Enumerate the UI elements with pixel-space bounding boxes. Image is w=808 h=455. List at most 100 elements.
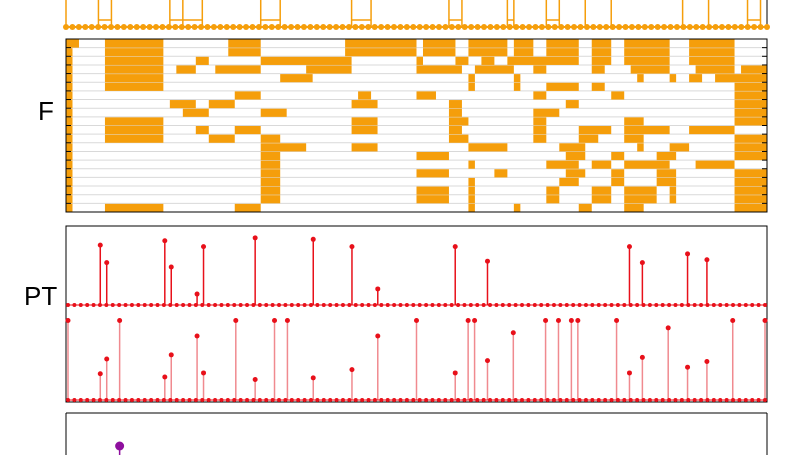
upper-baseline-dot	[417, 303, 422, 307]
lower-baseline-dot	[66, 398, 70, 402]
f-cell	[280, 74, 313, 83]
upper-stem-head	[168, 264, 174, 270]
upper-baseline-dot	[149, 303, 154, 307]
lower-baseline-dot	[289, 398, 294, 402]
f-cell	[734, 143, 767, 152]
lower-baseline-dot	[257, 398, 262, 402]
upper-baseline-dot	[526, 303, 531, 307]
f-cell	[546, 160, 579, 169]
f-cell	[591, 82, 605, 91]
lower-baseline-dot	[628, 398, 633, 402]
upper-baseline-dot	[532, 303, 537, 307]
spike-baseline-dot	[326, 24, 333, 30]
f-cell	[689, 48, 735, 57]
upper-baseline-dot	[692, 303, 697, 307]
lower-stem-head	[685, 364, 691, 370]
f-cell	[611, 169, 625, 178]
upper-baseline-dot	[360, 303, 365, 307]
lower-baseline-dot	[743, 398, 748, 402]
f-cell	[734, 117, 767, 126]
upper-baseline-dot	[270, 303, 275, 307]
f-cell	[169, 100, 196, 109]
spike-baseline-dot	[481, 24, 488, 30]
upper-baseline-dot	[718, 303, 723, 307]
spike-baseline-dot	[416, 24, 423, 30]
upper-baseline-dot	[110, 303, 115, 307]
f-cell	[591, 195, 612, 204]
spike-baseline-dot	[275, 24, 282, 30]
spike-baseline-dot	[390, 24, 397, 30]
f-cell	[578, 203, 592, 212]
f-cell	[66, 48, 73, 57]
lower-baseline-dot	[200, 398, 205, 402]
lower-baseline-dot	[206, 398, 211, 402]
upper-baseline-dot	[66, 303, 70, 307]
f-cell	[565, 169, 586, 178]
upper-stem-head	[349, 244, 355, 250]
upper-baseline-dot	[168, 303, 173, 307]
f-cell	[624, 48, 670, 57]
upper-baseline-dot	[520, 303, 525, 307]
spike-baseline-dot	[577, 24, 584, 30]
f-cell	[734, 108, 767, 117]
spike-baseline-dot	[506, 24, 513, 30]
f-cell	[306, 65, 352, 74]
f-cell	[351, 143, 378, 152]
lower-baseline-dot	[142, 398, 147, 402]
f-cell	[351, 126, 378, 135]
spike-baseline-dot	[641, 24, 648, 30]
f-cell	[689, 74, 703, 83]
f-cell	[104, 74, 164, 83]
upper-baseline-dot	[187, 303, 192, 307]
f-cell	[422, 39, 456, 48]
spike-baseline-dot	[88, 24, 95, 30]
upper-baseline-dot	[558, 303, 563, 307]
lower-baseline-dot	[679, 398, 684, 402]
spike-baseline-dot	[712, 24, 719, 30]
upper-baseline-dot	[551, 303, 556, 307]
spike-baseline-dot	[313, 24, 320, 30]
lower-baseline-dot	[379, 398, 384, 402]
lower-baseline-dot	[673, 398, 678, 402]
upper-baseline-dot	[583, 303, 588, 307]
upper-baseline-dot	[334, 303, 339, 307]
f-cell	[104, 56, 164, 65]
lower-baseline-dot	[360, 398, 365, 402]
lower-baseline-dot	[603, 398, 608, 402]
f-cell	[455, 56, 469, 65]
upper-baseline-dot	[136, 303, 141, 307]
upper-stem-head	[310, 236, 316, 242]
spike-baseline-dot	[616, 24, 623, 30]
upper-baseline-dot	[91, 303, 96, 307]
spike-baseline-dot	[603, 24, 610, 30]
upper-stem-head	[252, 235, 258, 241]
upper-baseline-dot	[635, 303, 640, 307]
upper-baseline-dot	[353, 303, 358, 307]
spike-baseline-dot	[532, 24, 539, 30]
lower-baseline-dot	[251, 398, 256, 402]
f-cell	[559, 177, 579, 187]
upper-baseline-dot	[161, 303, 166, 307]
upper-baseline-dot	[289, 303, 294, 307]
lower-baseline-dot	[72, 398, 77, 402]
f-cell	[104, 65, 164, 74]
f-cell	[215, 65, 261, 74]
upper-baseline-dot	[321, 303, 326, 307]
upper-baseline-dot	[500, 303, 505, 307]
lower-stem-head	[614, 317, 620, 323]
upper-baseline-dot	[277, 303, 282, 307]
lower-baseline-dot	[596, 398, 601, 402]
upper-baseline-dot	[488, 303, 493, 307]
lower-baseline-dot	[366, 398, 371, 402]
lower-baseline-dot	[270, 398, 275, 402]
upper-baseline-dot	[78, 303, 83, 307]
f-cell	[66, 108, 73, 117]
upper-baseline-dot	[545, 303, 550, 307]
f-cell	[260, 108, 287, 117]
lower-baseline-dot	[315, 398, 320, 402]
lower-baseline-dot	[264, 398, 269, 402]
lower-baseline-dot	[699, 398, 704, 402]
upper-baseline-dot	[385, 303, 390, 307]
upper-baseline-dot	[449, 303, 454, 307]
lower-stem-head	[639, 354, 645, 360]
